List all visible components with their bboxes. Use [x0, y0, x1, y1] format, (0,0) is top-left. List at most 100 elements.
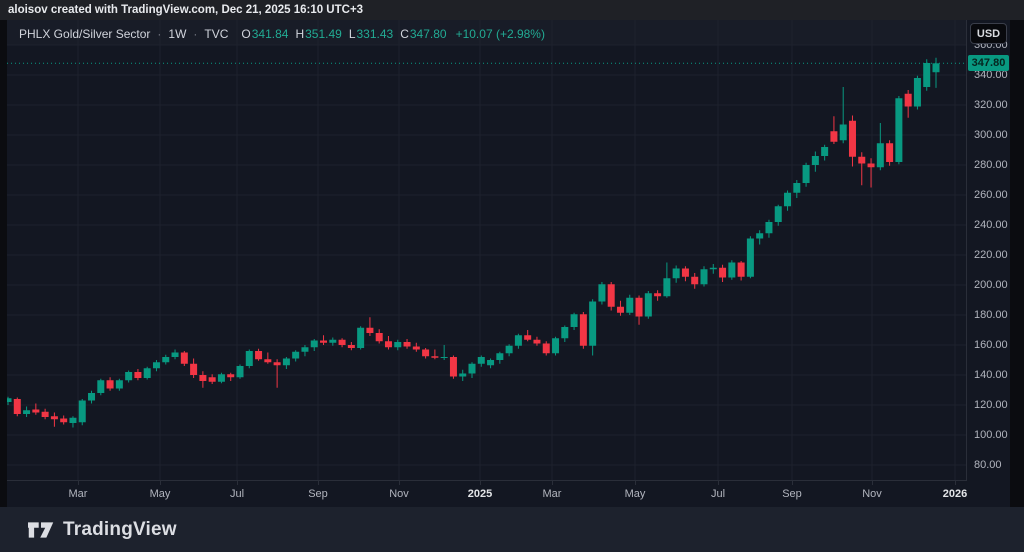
candle-down — [412, 346, 420, 350]
candle-down — [338, 339, 346, 345]
time-axis-tick — [160, 481, 161, 485]
price-axis-label: 220.00 — [974, 249, 1008, 261]
candle-up — [301, 347, 309, 352]
candle-down — [579, 314, 587, 346]
candle-down — [41, 411, 49, 417]
candle-up — [774, 206, 782, 222]
time-axis-month-label: Nov — [389, 488, 409, 500]
price-axis-label: 300.00 — [974, 129, 1008, 141]
attribution-bar: aloisov created with TradingView.com, De… — [0, 0, 1024, 20]
time-axis-tick — [399, 481, 400, 485]
candle-down — [384, 341, 392, 348]
candle-up — [644, 293, 652, 317]
price-axis-label: 280.00 — [974, 159, 1008, 171]
candle-down — [654, 293, 662, 297]
candle-down — [32, 409, 40, 413]
candle-down — [904, 93, 912, 107]
chart-legend: PHLX Gold/Silver Sector · 1W · TVC O 341.… — [19, 27, 545, 41]
candle-up — [663, 278, 671, 297]
time-axis-year-label: 2026 — [942, 488, 968, 500]
time-axis-month-label: Mar — [542, 488, 562, 500]
candle-down — [320, 340, 328, 343]
price-axis-label: 240.00 — [974, 219, 1008, 231]
currency-button[interactable]: USD — [970, 23, 1007, 44]
attribution-text: aloisov created with TradingView.com, De… — [8, 4, 364, 16]
candle-up — [459, 373, 467, 377]
symbol-title[interactable]: PHLX Gold/Silver Sector — [19, 27, 151, 41]
candle-down — [886, 143, 894, 162]
candle-up — [756, 233, 764, 239]
candle-up — [561, 327, 569, 339]
time-axis-tick — [792, 481, 793, 485]
candle-up — [23, 410, 31, 414]
candle-down — [106, 380, 114, 389]
candle-down — [719, 267, 727, 278]
price-axis-label: 260.00 — [974, 189, 1008, 201]
candle-up — [700, 269, 708, 285]
candle-up — [598, 284, 606, 302]
brand-wordmark[interactable]: TradingView — [63, 518, 177, 540]
legend-separator: · — [157, 27, 162, 41]
candle-up — [913, 78, 921, 107]
price-axis[interactable]: 360.00 340.00 320.00 300.00 280.00 260.00 240.… — [966, 20, 1010, 480]
candle-down — [199, 375, 207, 381]
low-value: 331.43 — [356, 27, 394, 41]
candle-up — [487, 360, 495, 366]
chart-widget: PHLX Gold/Silver Sector · 1W · TVC O 341.… — [7, 20, 1010, 508]
time-axis-tick — [872, 481, 873, 485]
price-axis-label: 140.00 — [974, 369, 1008, 381]
time-axis-month-label: Sep — [308, 488, 328, 500]
candle-down — [542, 343, 550, 354]
candle-up — [152, 362, 160, 369]
candle-up — [236, 366, 244, 378]
time-axis-tick — [635, 481, 636, 485]
candle-up — [329, 339, 337, 343]
time-axis[interactable]: Mar May Jul Sep Nov 2025 Mar May Jul Sep Nov 2026 — [7, 480, 967, 508]
time-axis-month-label: Nov — [862, 488, 882, 500]
candle-up — [310, 340, 318, 348]
candle-down — [375, 333, 383, 342]
candle-down — [208, 377, 216, 382]
chart-pane[interactable]: PHLX Gold/Silver Sector · 1W · TVC O 341.… — [7, 20, 967, 508]
tradingview-logo-icon[interactable] — [28, 519, 54, 541]
candle-down — [449, 357, 457, 377]
candle-up — [496, 353, 504, 360]
candle-up — [505, 345, 513, 354]
candle-up — [811, 156, 819, 165]
ohlc-open: O 341.84 — [241, 27, 288, 41]
ohlc-low: L 331.43 — [349, 27, 393, 41]
time-axis-tick — [955, 481, 956, 485]
open-letter: O — [241, 27, 251, 41]
candle-down — [60, 418, 68, 423]
candle-up — [784, 192, 792, 207]
candle-up — [125, 372, 133, 381]
chart-canvas[interactable] — [7, 20, 967, 480]
candle-down — [848, 120, 856, 157]
candle-up — [765, 222, 773, 234]
candle-down — [190, 363, 198, 375]
candle-down — [347, 345, 355, 348]
interval-label[interactable]: 1W — [168, 27, 187, 41]
time-axis-month-label: Jul — [710, 488, 726, 500]
time-axis-tick — [480, 481, 481, 485]
candle-up — [245, 351, 253, 366]
time-axis-tick — [318, 481, 319, 485]
candle-up — [7, 398, 12, 402]
candle-up — [468, 363, 476, 374]
candle-up — [802, 165, 810, 183]
candle-down — [737, 262, 745, 277]
currency-label: USD — [976, 27, 1001, 40]
candle-up — [746, 238, 754, 277]
price-axis-label: 80.00 — [974, 459, 1002, 471]
low-letter: L — [348, 27, 356, 41]
candle-down — [180, 352, 188, 364]
candle-down — [13, 399, 21, 414]
candle-up — [171, 352, 179, 357]
candle-up — [895, 98, 903, 162]
candle-up — [839, 124, 847, 141]
price-axis-label: 340.00 — [974, 69, 1008, 81]
time-axis-month-label: Sep — [782, 488, 802, 500]
close-letter: C — [400, 27, 409, 41]
open-value: 341.84 — [251, 27, 289, 41]
candle-up — [292, 351, 300, 359]
